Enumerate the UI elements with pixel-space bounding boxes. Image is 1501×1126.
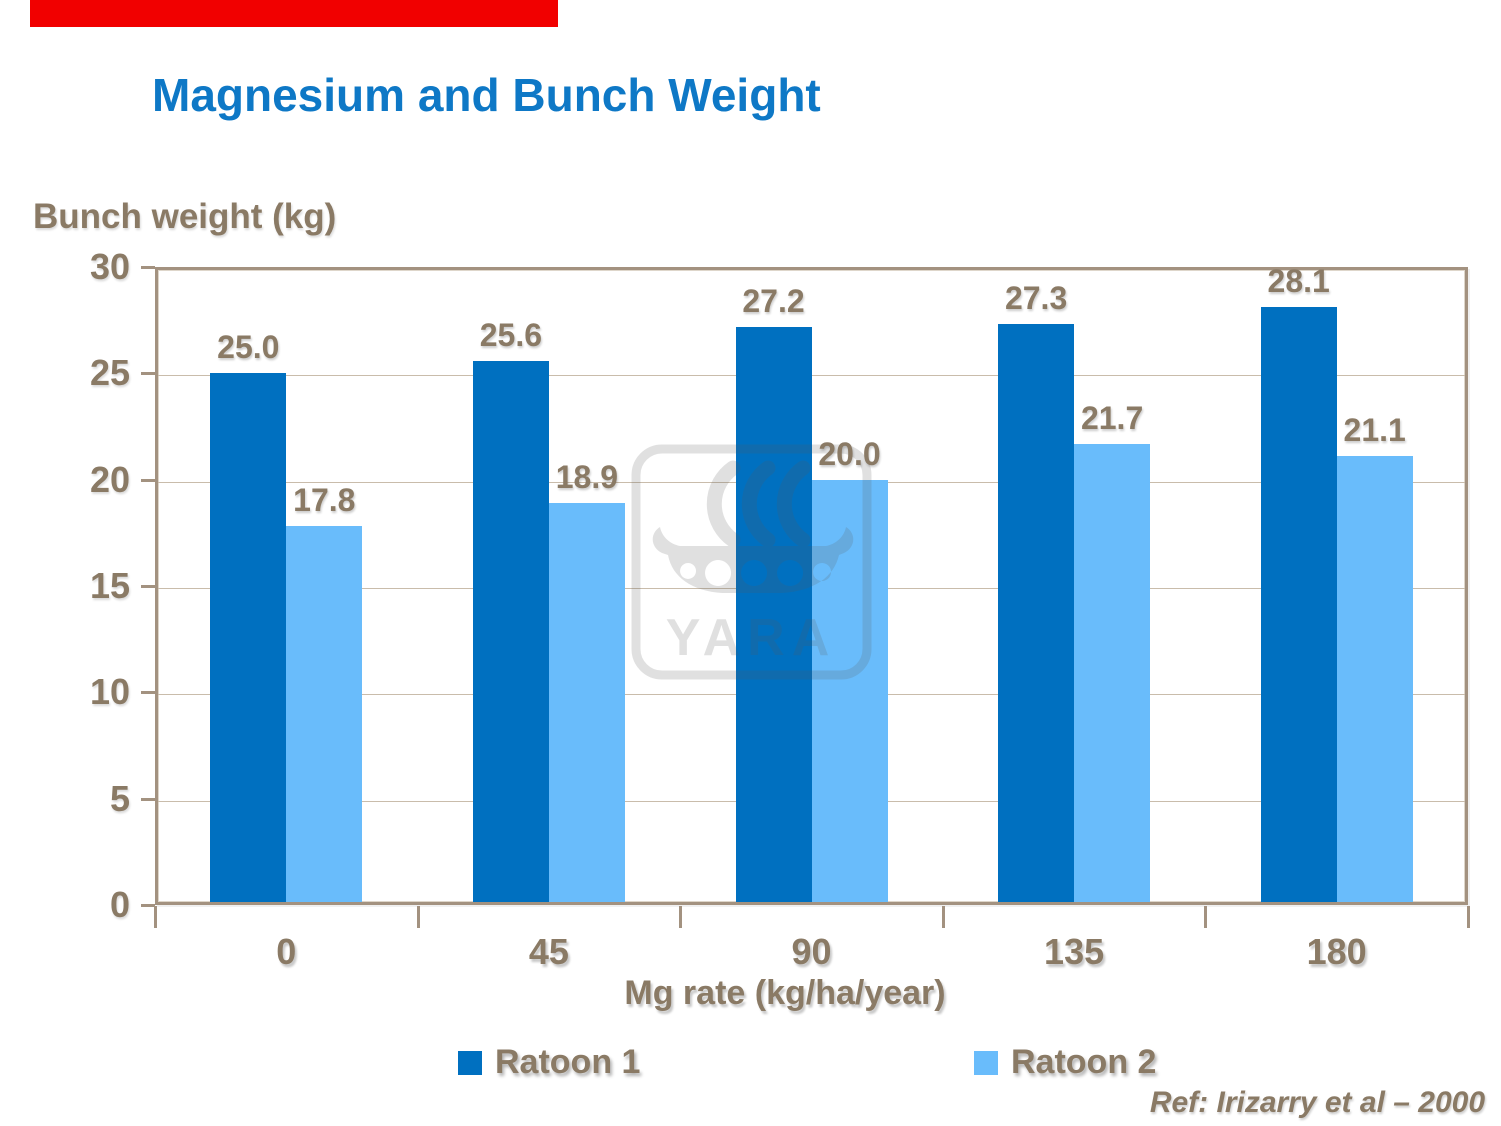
x-tick-mark (154, 906, 157, 928)
x-tick-mark (1467, 906, 1470, 928)
data-label: 25.6 (479, 316, 543, 353)
bar-ratoon2-90 (811, 479, 888, 902)
data-label: 17.8 (293, 482, 356, 519)
bar-ratoon2-0 (286, 526, 363, 902)
bar-ratoon1-135 (998, 324, 1075, 902)
y-tick-label: 25 (89, 352, 130, 394)
y-tick-mark (141, 478, 155, 482)
data-label: 27.3 (1004, 280, 1068, 317)
y-tick-label: 10 (89, 671, 130, 713)
bar-ratoon2-180 (1336, 456, 1413, 902)
watermark-frame (631, 444, 872, 680)
x-tick-mark (941, 906, 945, 928)
yara-watermark: YARA (631, 444, 872, 680)
y-tick-label: 0 (109, 884, 130, 925)
x-tick-label: 180 (1306, 931, 1367, 972)
plot-area (155, 267, 1468, 905)
bar-ratoon1-0 (210, 373, 287, 902)
plot-inner (158, 270, 1465, 902)
viking-ship-icon (652, 460, 854, 593)
data-label: 25.0 (217, 329, 280, 366)
legend-label-ratoon-1: Ratoon 1 (495, 1042, 641, 1081)
x-tick-mark (1204, 906, 1208, 928)
page-title: Magnesium and Bunch Weight (152, 69, 821, 121)
x-tick-label: 135 (1044, 931, 1105, 972)
data-label: 18.9 (555, 459, 619, 496)
y-tick-mark (141, 585, 155, 588)
legend-item-ratoon-1: Ratoon 1 (458, 1040, 640, 1084)
bar-ratoon2-45 (548, 503, 625, 902)
y-tick-label: 15 (89, 565, 130, 606)
legend-label-ratoon-2: Ratoon 2 (1011, 1042, 1157, 1081)
y-axis-title: Bunch weight (kg) (33, 197, 337, 236)
y-tick-mark (141, 691, 155, 695)
legend-swatch-ratoon-1 (458, 1051, 482, 1075)
y-tick-mark (141, 372, 155, 376)
y-tick-label: 30 (89, 246, 130, 287)
data-label: 20.0 (818, 435, 881, 472)
x-tick-label: 45 (528, 931, 569, 972)
y-tick-mark (141, 266, 155, 269)
legend: Ratoon 1 Ratoon 2 (0, 1040, 1501, 1084)
yara-wordmark: YARA (666, 609, 837, 667)
bar-ratoon2-135 (1074, 443, 1151, 902)
data-label: 21.1 (1343, 412, 1406, 449)
y-tick-mark (141, 797, 155, 801)
bar-ratoon1-45 (472, 360, 549, 902)
y-tick-label: 5 (109, 777, 130, 819)
gridline (158, 375, 1465, 377)
legend-item-ratoon-2: Ratoon 2 (974, 1040, 1156, 1084)
x-tick-mark (679, 906, 683, 928)
x-axis-title: Mg rate (kg/ha/year) (624, 974, 946, 1012)
legend-swatch-ratoon-2 (974, 1051, 998, 1075)
top-accent-bar (30, 0, 558, 27)
y-tick-mark (141, 904, 155, 907)
x-tick-label: 90 (791, 931, 832, 972)
x-tick-label: 0 (276, 931, 297, 972)
x-tick-mark (416, 906, 420, 928)
data-label: 21.7 (1080, 399, 1144, 436)
reference-text: Ref: Irizarry et al – 2000 (1149, 1086, 1485, 1119)
bar-ratoon1-90 (735, 326, 812, 902)
bar-ratoon1-180 (1260, 307, 1337, 902)
data-label: 28.1 (1267, 263, 1330, 300)
y-tick-label: 20 (89, 458, 130, 500)
data-label: 27.2 (742, 282, 805, 319)
